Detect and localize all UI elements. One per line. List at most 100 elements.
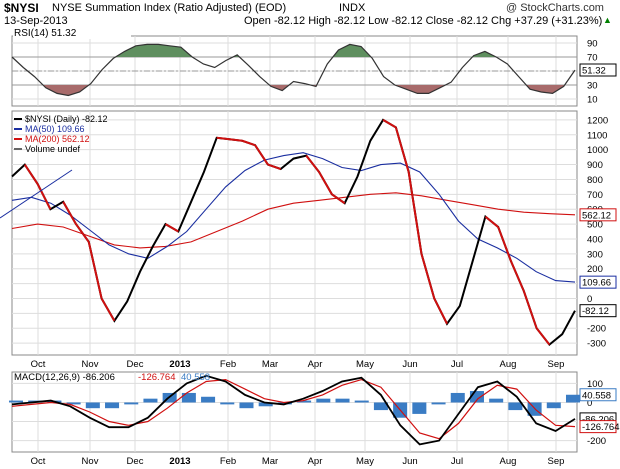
macd-histogram-bar: [565, 394, 581, 403]
price-x-tick-label: Dec: [127, 359, 144, 370]
macd-histogram-bar: [258, 402, 273, 407]
macd-x-tick-label: Sep: [548, 456, 565, 467]
macd-x-tick-label: Jun: [402, 456, 417, 467]
rsi-oversold-fill: [12, 85, 575, 96]
macd-histogram-bar: [297, 400, 312, 403]
price-y-tick-label: 1200: [587, 115, 608, 126]
macd-histogram-bar: [66, 402, 81, 405]
price-last-value: -82.12: [582, 306, 609, 317]
price-legend-entry: MA(200) 562.12: [25, 134, 90, 144]
ma200-last-value-box: [579, 208, 617, 222]
index-name: NYSE Summation Index (Ratio Adjusted) (E…: [52, 2, 287, 14]
rsi-y-tick-label: 10: [587, 95, 598, 106]
nysi-down-segment: [305, 155, 320, 173]
macd-x-tick-label: Jul: [451, 456, 463, 467]
price-y-tick-label: 300: [587, 249, 603, 260]
nysi-down-segment: [75, 223, 90, 243]
price-y-tick-label: 900: [587, 160, 603, 171]
macd-histogram-bar: [201, 396, 216, 403]
rsi-y-tick-label: 30: [587, 81, 598, 92]
nysi-down-segment: [510, 260, 525, 292]
copyright[interactable]: @ StockCharts.com: [506, 2, 604, 14]
price-y-tick-label: -200: [587, 324, 606, 335]
price-x-tick-label: Mar: [262, 359, 278, 370]
price-legend-entry: Volume undef: [25, 144, 81, 154]
ma50-last-value-box: [579, 275, 617, 289]
price-last-value-box: [579, 304, 617, 318]
macd-histogram-bar: [181, 392, 196, 403]
macd-hist-last-value-box: [579, 388, 617, 402]
nysi-down-segment: [100, 297, 116, 322]
ma50-line: [11, 152, 576, 283]
macd-histogram-bar: [143, 398, 158, 403]
macd-histogram-bar: [450, 392, 465, 403]
price-x-tick-label: 2013: [169, 359, 190, 370]
macd-histogram-bar: [316, 398, 331, 403]
macd-signal-last-value: -126.764: [582, 422, 620, 433]
macd-x-tick-label: Apr: [308, 456, 323, 467]
nysi-down-segment: [382, 119, 397, 129]
nysi-down-segment: [165, 223, 179, 233]
macd-x-tick-label: 2013: [169, 456, 190, 467]
macd-title: MACD(12,26,9) -86.206: [14, 372, 115, 383]
nysi-down-segment: [23, 164, 39, 185]
rsi-last-value-box: [579, 63, 617, 77]
rsi-y-tick-label: 70: [587, 53, 598, 64]
macd-signal-last-value-box: [579, 420, 617, 434]
trendline: [0, 169, 73, 219]
nysi-down-segment: [331, 193, 346, 205]
ohlc-summary: Open -82.12 High -82.12 Low -82.12 Close…: [244, 15, 603, 27]
macd-histogram-bar: [335, 398, 350, 403]
rsi-last-value: 51.32: [582, 66, 606, 77]
symbol: $NYSI: [4, 1, 39, 15]
macd-histogram-bar: [354, 400, 369, 403]
price-y-tick-label: 700: [587, 190, 603, 201]
macd-histogram-bar: [124, 402, 139, 405]
rsi-line: [11, 43, 576, 97]
rsi-title-bg: [13, 28, 131, 39]
macd-histogram-bar: [239, 402, 254, 409]
macd-histogram-bar: [508, 402, 523, 411]
price-legend-entry: MA(50) 109.66: [25, 124, 85, 134]
macd-histogram-bar: [412, 402, 427, 414]
macd-histogram-bar: [220, 402, 235, 405]
price-y-tick-label: -300: [587, 339, 606, 350]
macd-x-tick-label: Mar: [262, 456, 278, 467]
nysi-down-segment: [216, 136, 230, 141]
price-x-tick-label: Nov: [82, 359, 99, 370]
price-x-tick-label: Apr: [308, 359, 323, 370]
price-panel: [11, 110, 578, 356]
macd-histogram-bar: [469, 391, 484, 403]
price-legend-entry: $NYSI (Daily) -82.12: [25, 114, 108, 124]
macd-signal-legend: -126.764: [138, 372, 176, 383]
macd-x-tick-label: Dec: [127, 456, 144, 467]
price-y-tick-label: 400: [587, 234, 603, 245]
macd-histogram-bar: [546, 402, 561, 409]
price-x-tick-label: Jul: [451, 359, 463, 370]
price-y-tick-label: 800: [587, 175, 603, 186]
ma50-last-value: 109.66: [582, 278, 611, 289]
price-x-tick-label: Oct: [31, 359, 46, 370]
macd-hist-last-value: 40.558: [582, 390, 611, 401]
nysi-down-segment: [535, 327, 551, 346]
macd-y-tick-label: 100: [587, 379, 603, 390]
price-y-tick-label: 0: [587, 294, 592, 305]
price-x-tick-label: Feb: [220, 359, 236, 370]
ohlc-change-arrow: ▲: [603, 15, 612, 25]
rsi-y-tick-label: 90: [587, 39, 598, 50]
chart-date: 13-Sep-2013: [4, 15, 68, 27]
macd-x-tick-label: Aug: [500, 456, 517, 467]
nysi-down-segment: [267, 163, 282, 170]
nysi-down-segment: [407, 171, 423, 254]
price-y-tick-label: 1000: [587, 145, 608, 156]
macd-histogram-bar: [489, 398, 504, 403]
price-y-tick-label: 200: [587, 264, 603, 275]
macd-histogram-legend: 40.558: [181, 372, 210, 383]
nysi-down-segment: [420, 253, 436, 299]
macd-x-tick-label: Oct: [31, 456, 46, 467]
price-x-tick-label: Aug: [500, 359, 517, 370]
nysi-down-segment: [497, 226, 512, 262]
macd-x-tick-label: Feb: [220, 456, 236, 467]
macd-line: [11, 374, 576, 446]
macd-histogram-bar: [105, 402, 120, 409]
